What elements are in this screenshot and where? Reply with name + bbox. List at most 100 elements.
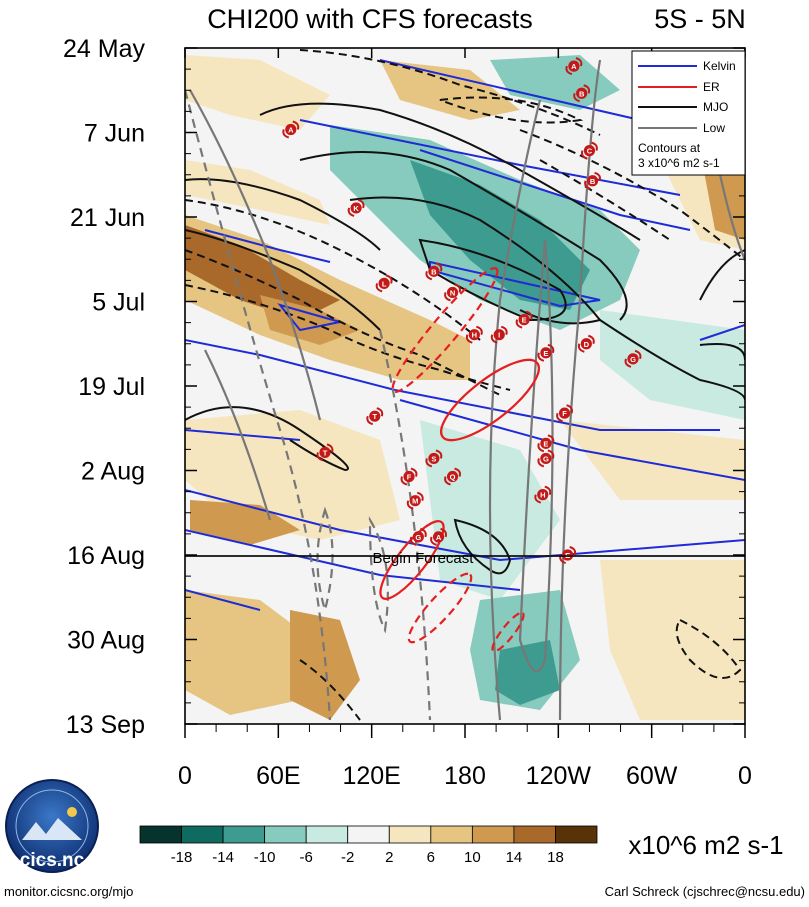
storm-arm [316,443,334,462]
storm-arm [573,84,591,103]
y-axis: 24 May 7 Jun 21 Jun 5 Jul 19 Jul 2 Aug 16 Aug 3… [63,35,745,739]
kelvin-contour [185,339,396,391]
storm-letter: A [288,125,294,134]
x-tick-label: 0 [178,762,192,790]
kelvin-contour [204,229,331,263]
mjo-contour [599,319,745,401]
storm-arm [409,527,427,546]
enhanced-core-2 [490,55,620,110]
suppressed-lower-right [600,560,745,720]
enhanced-core [410,160,590,310]
y-tick-label: 7 Jun [84,120,145,148]
low-contour [204,349,272,521]
storm-letter: M [412,497,418,506]
mjo-contour-negative [185,199,481,341]
storm-letter: L [382,279,387,288]
storm-letter: I [498,331,500,340]
x-axis: 0 60E 120E 180 120W 60W 0 [178,48,752,790]
mjo-contour [185,229,381,331]
storm-marker: N [444,283,461,302]
er-contour-negative [491,611,525,653]
x-tick-label: 60E [256,762,300,790]
storm-letter: K [353,204,359,213]
storm-arm [366,407,384,426]
mjo-contour [699,249,745,301]
low-contour-negative [316,506,334,615]
y-tick-label: 21 Jun [70,204,145,232]
storm-dot [540,347,552,359]
storm-arm [556,404,573,423]
colorbar-swatch [181,825,224,844]
storm-dot [540,452,552,465]
mjo-contour-negative [675,618,742,679]
footer-author: Carl Schreck (cjschrec@ncsu.edu) [605,884,805,899]
storm-dot [319,446,331,458]
storm-letter: C [587,147,593,156]
storm-marker: A [565,57,583,76]
storm-arm [444,283,461,302]
storm-arm [425,449,443,468]
storm-dot [446,286,459,299]
y-tick-label: 5 Jul [92,289,145,317]
storm-letter: G [543,454,549,463]
storm-letter: B [590,177,596,186]
colorbar-label: 6 [427,849,435,866]
storm-letter: E [543,349,548,358]
storm-arm [537,434,555,453]
colorbar-label: -10 [254,849,276,866]
storm-letter: A [436,533,442,542]
storm-letter: N [450,288,455,297]
storm-marker: M [406,491,424,510]
storm-letter: B [431,267,437,276]
er-contour-negative [391,267,499,393]
colorbar-unit: x10^6 m2 s-1 [628,830,783,860]
colorbar-swatch [471,825,515,844]
kelvin-contour [399,399,745,481]
storm-dot [468,329,480,341]
legend-label-kelvin: Kelvin [703,59,736,73]
x-tick-label: 120E [342,762,400,790]
mjo-contour-negative [299,659,361,721]
storm-letter: B [579,89,585,98]
storm-marker: G [409,527,427,546]
kelvin-contour [394,389,720,431]
legend-label-low: Low [703,121,725,135]
storm-letter: Q [450,473,456,482]
storm-dot [369,410,381,422]
low-contour-negative [368,516,389,634]
storm-marker: E [537,434,555,453]
kelvin-contour [185,589,261,611]
storm-letter: H [540,491,545,500]
colorbar-label: -2 [341,849,354,866]
storm-marker: T [316,443,334,462]
storm-arm [515,310,533,329]
storm-dot [378,277,390,289]
storm-dot [583,145,596,157]
storm-dot [446,470,459,483]
storm-letter: F [407,473,412,482]
er-contour [379,520,445,600]
storm-letter: T [323,448,328,457]
storm-arm [534,485,552,504]
storm-arm [406,491,424,510]
storm-arm [584,171,601,190]
storm-marker: T [366,407,384,426]
storm-marker: H [534,485,552,504]
mjo-contour [259,102,641,241]
suppressed-top-2 [380,60,520,120]
y-tick-label: 24 May [63,35,145,63]
storm-marker: F [400,467,418,486]
logo-inner-ring [15,789,89,863]
storm-letter: F [562,409,567,418]
mjo-contour [418,238,567,322]
kelvin-contour [185,529,521,591]
suppressed-top [185,55,330,130]
storm-letter: D [584,340,590,349]
suppressed-mid-right [560,420,745,500]
y-tick-label: 2 Aug [81,458,145,486]
enhanced-forecast-core [495,640,560,705]
storm-marker: H [465,325,483,344]
storm-dot [627,353,639,365]
low-contour [189,89,322,421]
